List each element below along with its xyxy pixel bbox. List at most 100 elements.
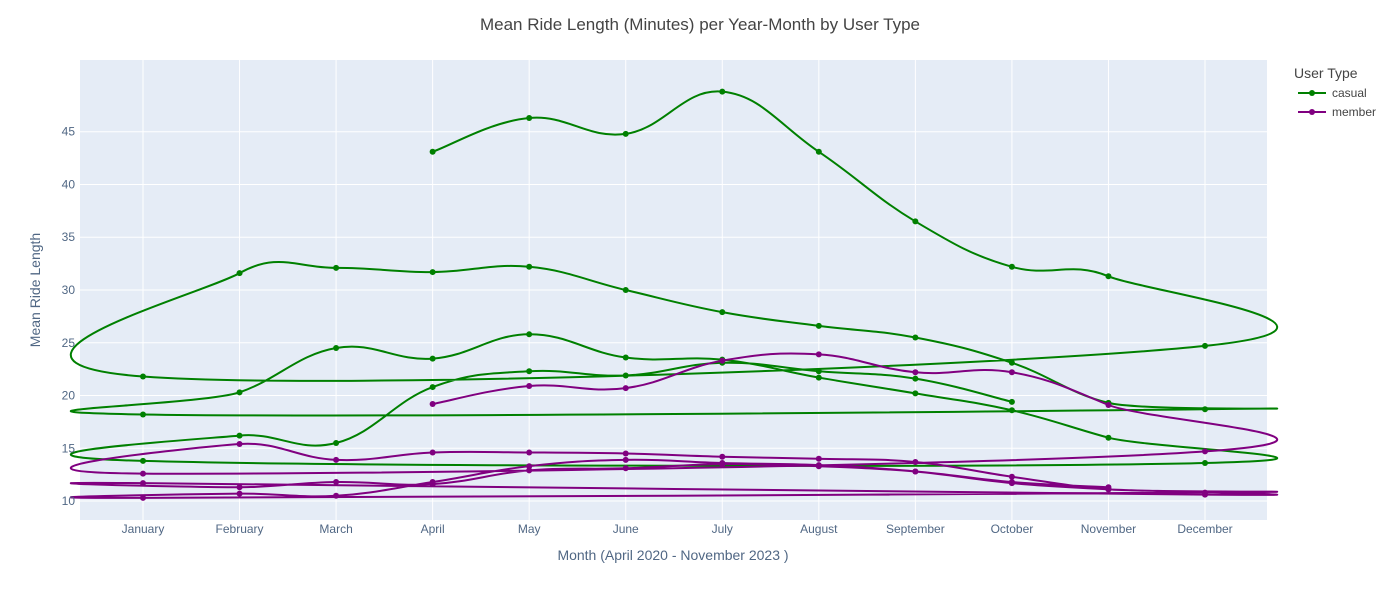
data-point-casual[interactable] [333, 345, 340, 352]
data-point-casual[interactable] [912, 334, 919, 341]
data-point-casual[interactable] [622, 372, 629, 379]
data-point-member[interactable] [526, 449, 533, 456]
data-point-casual[interactable] [1008, 398, 1015, 405]
x-axis-ticks: January February March April May June July Augu… [122, 522, 1233, 536]
legend-swatch-marker [1309, 90, 1315, 96]
data-point-casual[interactable] [1105, 273, 1112, 280]
data-point-member[interactable] [140, 480, 146, 487]
data-point-member[interactable] [429, 400, 436, 407]
data-point-casual[interactable] [333, 439, 340, 446]
x-tick-label: March [319, 522, 352, 536]
y-tick-label: 45 [62, 125, 76, 139]
data-point-member[interactable] [140, 470, 146, 477]
data-point-casual[interactable] [526, 263, 533, 270]
y-tick-label: 30 [62, 283, 76, 297]
data-point-member[interactable] [912, 369, 919, 376]
data-point-casual[interactable] [719, 88, 726, 95]
data-point-member[interactable] [1008, 479, 1015, 486]
data-point-casual[interactable] [236, 432, 243, 439]
x-tick-label: August [800, 522, 838, 536]
data-point-casual[interactable] [1202, 342, 1208, 349]
series-member[interactable] [69, 351, 1279, 501]
data-point-member[interactable] [622, 450, 629, 457]
data-point-member[interactable] [429, 481, 436, 488]
x-tick-label: November [1081, 522, 1136, 536]
data-point-casual[interactable] [429, 384, 436, 391]
series-line-casual[interactable] [69, 90, 1279, 467]
data-point-member[interactable] [815, 455, 822, 462]
y-tick-label: 35 [62, 230, 76, 244]
data-point-member[interactable] [236, 490, 243, 497]
x-tick-label: October [991, 522, 1034, 536]
data-point-casual[interactable] [815, 374, 822, 381]
data-point-casual[interactable] [526, 331, 533, 338]
data-point-member[interactable] [815, 351, 822, 358]
data-point-member[interactable] [1008, 369, 1015, 376]
data-point-casual[interactable] [815, 322, 822, 329]
legend-items[interactable]: casual member [1298, 86, 1376, 119]
data-point-casual[interactable] [1105, 434, 1112, 441]
data-point-member[interactable] [912, 468, 919, 475]
data-point-member[interactable] [526, 467, 533, 474]
data-point-casual[interactable] [1008, 407, 1015, 414]
data-point-member[interactable] [622, 385, 629, 392]
data-point-member[interactable] [333, 479, 340, 486]
data-point-casual[interactable] [526, 115, 533, 122]
data-point-casual[interactable] [622, 130, 629, 137]
data-point-member[interactable] [719, 357, 726, 364]
data-point-casual[interactable] [333, 264, 340, 271]
x-axis-title: Month (April 2020 - November 2023 ) [557, 547, 788, 563]
data-point-casual[interactable] [1202, 460, 1208, 467]
data-point-member[interactable] [815, 463, 822, 470]
data-point-casual[interactable] [912, 390, 919, 397]
data-point-member[interactable] [333, 492, 340, 499]
legend-item-casual[interactable]: casual [1298, 86, 1367, 100]
data-point-member[interactable] [1008, 473, 1015, 480]
legend-label: member [1332, 105, 1376, 119]
data-point-casual[interactable] [622, 287, 629, 293]
data-point-member[interactable] [622, 456, 629, 463]
data-point-casual[interactable] [236, 389, 243, 396]
data-point-casual[interactable] [815, 148, 822, 155]
data-point-member[interactable] [912, 458, 919, 465]
legend[interactable]: User Type casual member [1294, 65, 1376, 119]
data-point-member[interactable] [429, 449, 436, 456]
data-point-member[interactable] [526, 463, 533, 470]
data-point-member[interactable] [1202, 491, 1208, 498]
data-point-member[interactable] [1105, 402, 1112, 408]
data-point-member[interactable] [236, 441, 243, 448]
data-point-casual[interactable] [526, 368, 533, 375]
x-tick-label: December [1177, 522, 1232, 536]
data-point-casual[interactable] [429, 355, 436, 362]
data-point-casual[interactable] [1008, 263, 1015, 270]
data-point-member[interactable] [622, 465, 629, 472]
data-point-casual[interactable] [912, 218, 919, 225]
legend-item-member[interactable]: member [1298, 105, 1376, 119]
data-point-casual[interactable] [236, 270, 243, 277]
data-point-casual[interactable] [140, 457, 146, 464]
data-point-member[interactable] [1105, 484, 1112, 491]
x-tick-label: September [886, 522, 945, 536]
data-point-casual[interactable] [912, 375, 919, 382]
data-point-casual[interactable] [140, 411, 146, 418]
x-tick-label: June [613, 522, 639, 536]
data-point-casual[interactable] [622, 354, 629, 361]
y-axis-ticks: 10 15 20 25 30 35 40 45 [62, 125, 76, 508]
series-casual[interactable] [69, 88, 1279, 467]
data-point-casual[interactable] [1202, 406, 1208, 413]
data-point-casual[interactable] [140, 373, 146, 380]
data-point-member[interactable] [719, 461, 726, 468]
data-point-member[interactable] [140, 494, 146, 501]
data-point-casual[interactable] [1008, 359, 1015, 366]
data-point-casual[interactable] [815, 368, 822, 375]
legend-swatch-marker [1309, 109, 1315, 115]
data-point-member[interactable] [1202, 448, 1208, 455]
data-point-member[interactable] [719, 453, 726, 460]
data-point-member[interactable] [333, 456, 340, 463]
data-point-casual[interactable] [429, 148, 436, 155]
data-point-casual[interactable] [719, 309, 726, 316]
data-point-member[interactable] [236, 484, 243, 491]
data-point-member[interactable] [526, 383, 533, 390]
y-tick-label: 25 [62, 336, 76, 350]
data-point-casual[interactable] [429, 269, 436, 276]
